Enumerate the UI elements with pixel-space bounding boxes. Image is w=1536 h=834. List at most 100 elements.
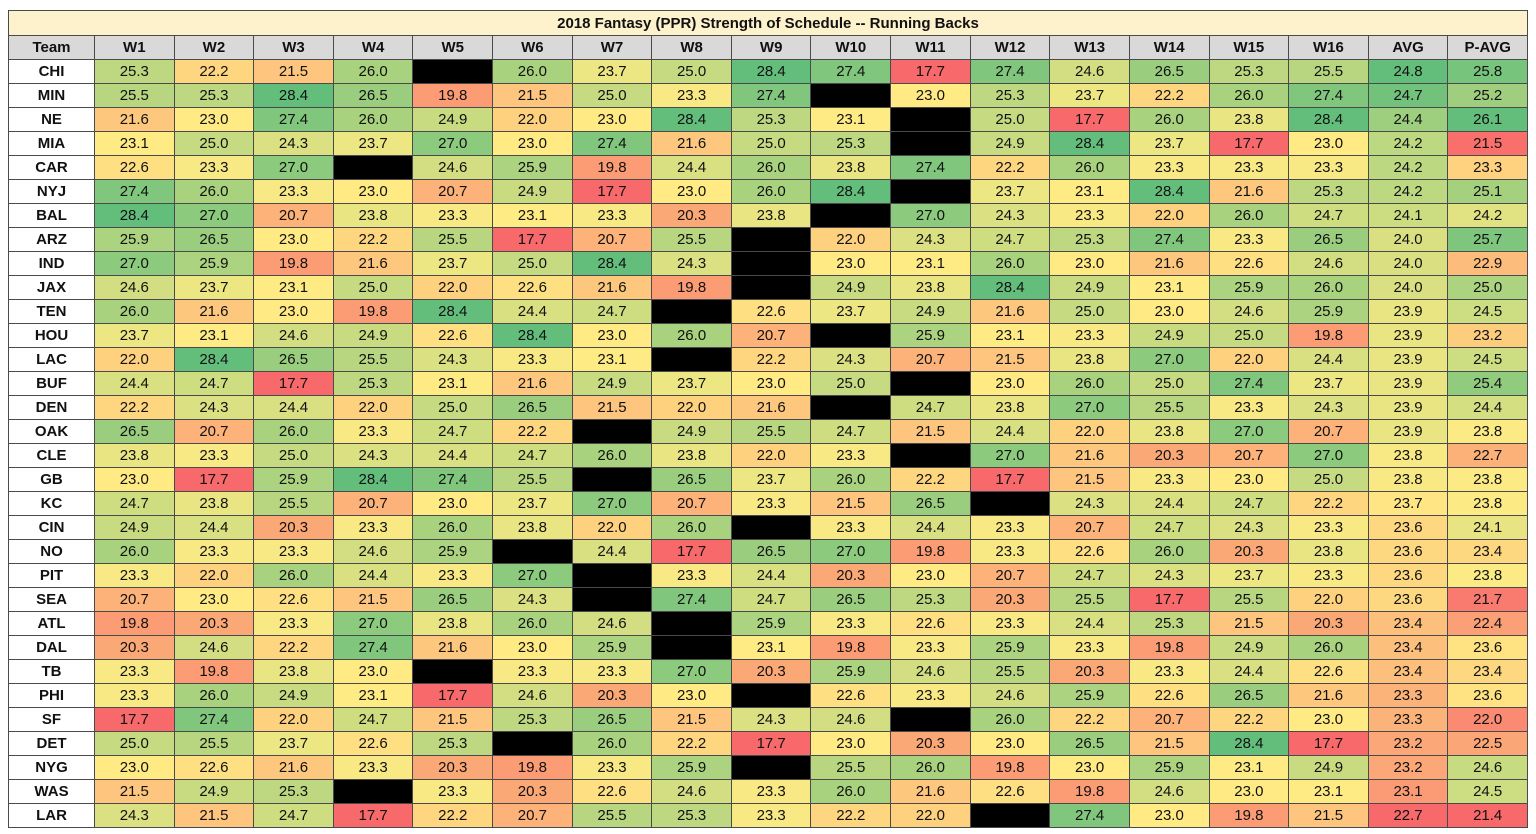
value-cell: 22.6	[1049, 539, 1130, 564]
value-cell: 20.3	[890, 731, 971, 756]
table-row: SEA 20.7 23.0 22.6 21.5 26.5 24.3 27.4 24.7 26.5 2…	[8, 587, 1528, 612]
value-cell: 22.0	[492, 107, 573, 132]
table-row: BAL 28.4 27.0 20.7 23.8 23.3 23.1 23.3 20.3 23.8 2…	[8, 203, 1528, 228]
value-cell: 26.0	[730, 155, 812, 180]
bye-week-cell	[890, 371, 971, 396]
table-title: 2018 Fantasy (PPR) Strength of Schedule …	[8, 10, 1528, 36]
column-header-team: Team	[8, 35, 95, 60]
value-cell: 23.3	[412, 563, 494, 588]
value-cell: 20.3	[730, 659, 812, 684]
table-row: CIN 24.9 24.4 20.3 23.3 26.0 23.8 22.0 26.0 23.3 2…	[8, 515, 1528, 540]
value-cell: 22.2	[94, 395, 175, 420]
value-cell: 25.0	[1288, 467, 1369, 492]
value-cell: 20.3	[1208, 539, 1290, 564]
value-cell: 27.4	[810, 59, 892, 84]
value-cell: 25.9	[969, 635, 1051, 660]
column-header-w13: W13	[1049, 35, 1130, 60]
value-cell: 21.6	[253, 755, 334, 780]
value-cell: 23.1	[332, 683, 414, 708]
value-cell: 24.6	[332, 539, 414, 564]
value-cell: 20.7	[730, 323, 812, 348]
value-cell: 23.8	[1367, 467, 1449, 492]
value-cell: 23.3	[730, 779, 812, 804]
value-cell: 23.0	[173, 587, 255, 612]
value-cell: 22.2	[730, 347, 812, 372]
value-cell: 25.3	[253, 779, 334, 804]
value-cell: 23.1	[1367, 779, 1449, 804]
value-cell: 23.1	[730, 635, 812, 660]
value-cell: 27.4	[412, 467, 494, 492]
value-cell: 24.9	[1208, 635, 1290, 660]
value-cell: 24.3	[810, 347, 892, 372]
value-cell: 22.0	[1128, 203, 1210, 228]
value-cell: 22.6	[412, 323, 494, 348]
value-cell: 21.5	[571, 395, 653, 420]
value-cell: 23.3	[810, 611, 892, 636]
value-cell: 27.4	[253, 107, 334, 132]
value-cell: 27.0	[651, 659, 732, 684]
value-cell: 25.5	[173, 731, 255, 756]
value-cell: 23.6	[1367, 515, 1449, 540]
value-cell: 24.6	[969, 683, 1051, 708]
value-cell: 24.6	[492, 683, 573, 708]
value-cell: 23.0	[1208, 779, 1290, 804]
value-cell: 26.0	[651, 515, 732, 540]
value-cell: 24.3	[173, 395, 255, 420]
value-cell: 26.5	[890, 491, 971, 516]
value-cell: 17.7	[1288, 731, 1369, 756]
value-cell: 24.9	[571, 371, 653, 396]
value-cell: 24.6	[890, 659, 971, 684]
value-cell: 26.5	[1288, 227, 1369, 252]
team-cell: GB	[8, 467, 95, 492]
value-cell: 23.8	[1367, 443, 1449, 468]
value-cell: 24.4	[1128, 491, 1210, 516]
value-cell: 23.0	[571, 323, 653, 348]
value-cell: 24.6	[94, 275, 175, 300]
value-cell: 20.7	[492, 803, 573, 828]
value-cell: 23.1	[571, 347, 653, 372]
value-cell: 23.0	[173, 107, 255, 132]
value-cell: 22.6	[173, 755, 255, 780]
value-cell: 23.8	[253, 659, 334, 684]
value-cell: 26.0	[1288, 635, 1369, 660]
value-cell: 25.9	[571, 635, 653, 660]
value-cell: 25.5	[492, 467, 573, 492]
bye-week-cell	[810, 395, 892, 420]
bye-week-cell	[890, 707, 971, 732]
value-cell: 24.9	[1128, 323, 1210, 348]
value-cell: 23.3	[253, 539, 334, 564]
bye-week-cell	[730, 275, 812, 300]
bye-week-cell	[810, 83, 892, 108]
team-cell: PHI	[8, 683, 95, 708]
bye-week-cell	[492, 731, 573, 756]
value-cell: 27.4	[1049, 803, 1130, 828]
value-cell: 23.3	[969, 539, 1051, 564]
value-cell: 26.0	[1128, 539, 1210, 564]
value-cell: 21.5	[969, 347, 1051, 372]
value-cell: 25.0	[651, 59, 732, 84]
value-cell: 23.7	[412, 251, 494, 276]
table-row: GB 23.0 17.7 25.9 28.4 27.4 25.5 26.5 23.7 26.0 22…	[8, 467, 1528, 492]
value-cell: 28.4	[1128, 179, 1210, 204]
value-cell: 21.6	[412, 635, 494, 660]
value-cell: 24.6	[571, 611, 653, 636]
value-cell: 22.4	[1447, 611, 1528, 636]
value-cell: 23.0	[1049, 755, 1130, 780]
value-cell: 23.3	[890, 683, 971, 708]
column-header-p-avg: P-AVG	[1447, 35, 1528, 60]
value-cell: 23.6	[1367, 587, 1449, 612]
value-cell: 26.5	[810, 587, 892, 612]
column-header-w8: W8	[651, 35, 732, 60]
value-cell: 25.5	[94, 83, 175, 108]
value-cell: 26.0	[492, 611, 573, 636]
column-header-w7: W7	[571, 35, 653, 60]
value-cell: 24.7	[253, 803, 334, 828]
team-cell: LAC	[8, 347, 95, 372]
value-cell: 26.0	[332, 59, 414, 84]
value-cell: 23.8	[173, 491, 255, 516]
value-cell: 22.0	[412, 275, 494, 300]
team-cell: ARZ	[8, 227, 95, 252]
value-cell: 22.6	[810, 683, 892, 708]
value-cell: 21.6	[173, 299, 255, 324]
table-row: DAL 20.3 24.6 22.2 27.4 21.6 23.0 25.9 23.1 19.8 2…	[8, 635, 1528, 660]
